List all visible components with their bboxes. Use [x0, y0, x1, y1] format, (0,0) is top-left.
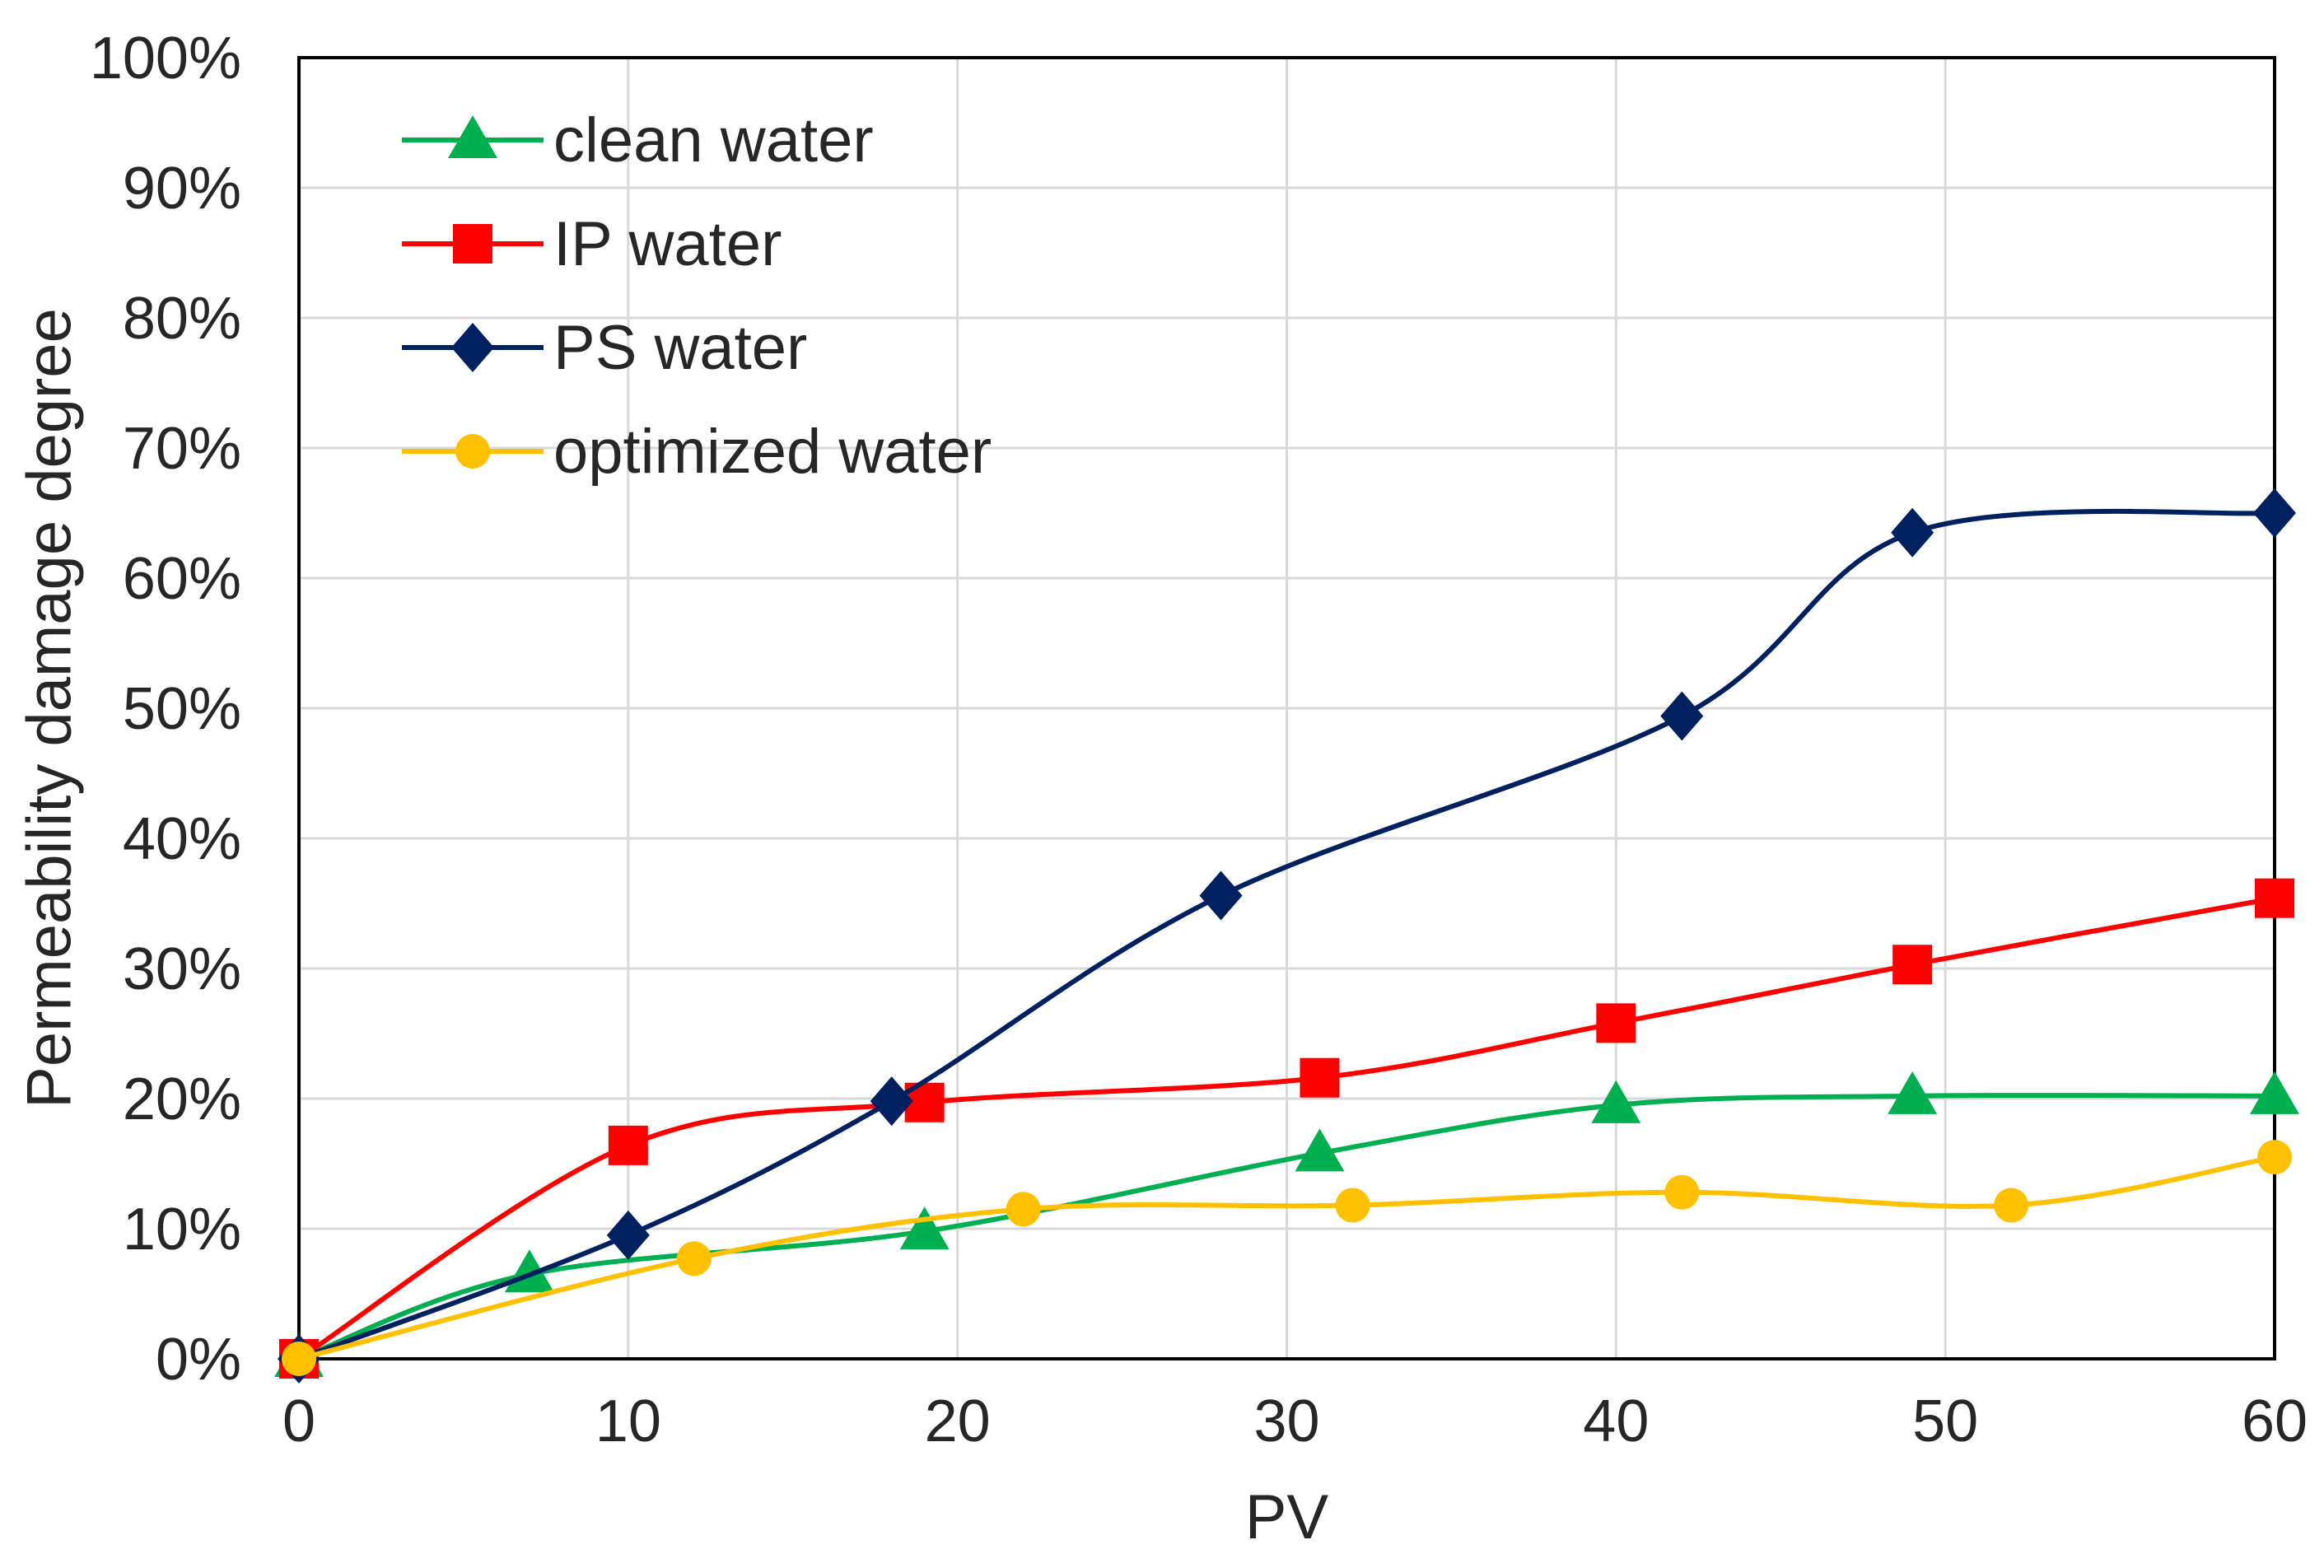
x-axis-title: PV: [1245, 1482, 1329, 1552]
legend-item-optimized-water: optimized water: [402, 417, 992, 487]
legend-label-clean-water: clean water: [553, 105, 874, 175]
data-point-optimized-water: [676, 1241, 712, 1276]
data-point-ps-water: [870, 1076, 913, 1127]
y-tick-label: 20%: [123, 1066, 241, 1132]
x-axis-ticks: 0 10 20 30 40 50 60: [282, 1388, 2308, 1454]
y-tick-label: 100%: [90, 26, 241, 91]
y-tick-label: 30%: [123, 936, 241, 1002]
y-tick-label: 80%: [123, 286, 241, 352]
data-point-ip-water: [1596, 1003, 1636, 1043]
x-tick-label: 40: [1583, 1388, 1649, 1454]
data-point-clean-water: [1591, 1080, 1641, 1123]
y-tick-label: 60%: [123, 546, 241, 612]
y-tick-label: 10%: [123, 1197, 241, 1262]
data-point-optimized-water: [1006, 1192, 1041, 1227]
legend-swatch-marker: [453, 224, 492, 264]
data-point-optimized-water: [1664, 1174, 1700, 1210]
data-point-optimized-water: [282, 1342, 316, 1376]
legend-label-ip-water: IP water: [553, 209, 782, 279]
legend-label-ps-water: PS water: [553, 313, 807, 383]
data-point-ps-water: [2253, 488, 2296, 538]
series-layer: [274, 488, 2299, 1384]
x-tick-label: 30: [1253, 1388, 1319, 1454]
data-point-clean-water: [899, 1206, 950, 1250]
data-point-clean-water: [1295, 1128, 1345, 1172]
x-tick-label: 0: [282, 1388, 315, 1454]
y-axis-ticks: 0% 10% 20% 30% 40% 50% 60% 70% 80% 90% 100%: [90, 26, 241, 1393]
data-point-ps-water: [1199, 870, 1243, 921]
y-axis-title: Permeability damage degree: [15, 308, 85, 1108]
data-point-ip-water: [2255, 878, 2294, 918]
y-tick-label: 70%: [123, 416, 241, 482]
data-point-ip-water: [1300, 1057, 1340, 1098]
x-tick-label: 60: [2242, 1388, 2308, 1454]
plot-area-frame: [297, 56, 2276, 1360]
data-point-ip-water: [608, 1125, 648, 1165]
data-point-optimized-water: [1994, 1188, 2029, 1223]
x-tick-label: 50: [1912, 1388, 1978, 1454]
x-tick-label: 20: [925, 1388, 991, 1454]
legend-swatch-marker: [451, 323, 494, 372]
data-point-clean-water: [2250, 1071, 2299, 1114]
data-point-ps-water: [1891, 507, 1934, 558]
data-point-optimized-water: [1335, 1188, 1370, 1223]
data-point-ps-water: [606, 1210, 650, 1260]
data-point-optimized-water: [2257, 1140, 2292, 1175]
legend-swatch-marker: [448, 115, 497, 158]
legend-item-ip-water: IP water: [402, 209, 782, 279]
x-tick-label: 10: [595, 1388, 661, 1454]
y-tick-label: 50%: [123, 676, 241, 742]
y-tick-label: 0%: [156, 1327, 241, 1393]
y-tick-label: 40%: [123, 806, 241, 872]
legend-item-ps-water: PS water: [402, 313, 807, 383]
y-tick-label: 90%: [123, 156, 241, 222]
data-point-ip-water: [1892, 945, 1933, 985]
series-optimized-water: [282, 1140, 2292, 1376]
data-point-clean-water: [1888, 1071, 1938, 1114]
data-point-ps-water: [1660, 691, 1704, 741]
legend-label-optimized-water: optimized water: [553, 417, 992, 487]
legend: clean water IP water PS water optimized wat…: [402, 105, 992, 487]
legend-swatch-marker: [455, 434, 490, 469]
legend-item-clean-water: clean water: [402, 105, 874, 175]
